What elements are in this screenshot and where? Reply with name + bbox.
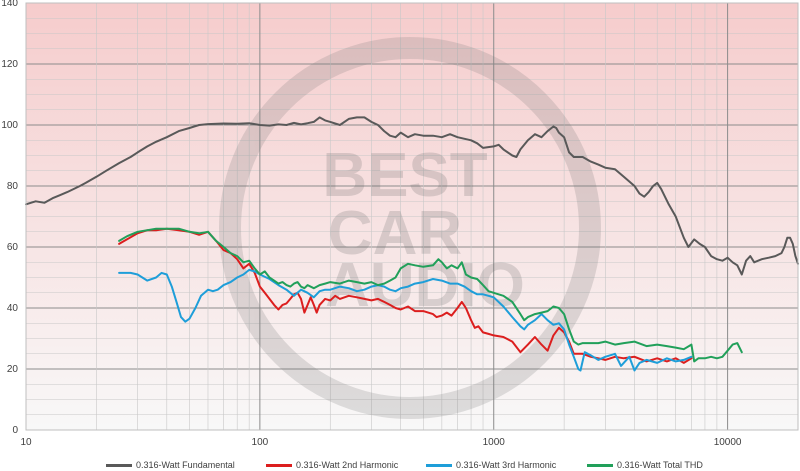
legend-item: 0.316-Watt 2nd Harmonic [266, 460, 398, 470]
y-tick-label: 120 [1, 59, 18, 70]
y-tick-label: 140 [1, 0, 18, 9]
grid [26, 2, 798, 431]
x-axis-tick-labels: 10 100 1000 10000 [20, 437, 742, 448]
legend-label: 0.316-Watt Total THD [617, 460, 703, 470]
y-tick-label: 40 [7, 303, 19, 314]
y-axis-tick-labels: 0 20 40 60 80 100 120 140 [1, 0, 18, 436]
x-tick-label: 1000 [483, 437, 506, 448]
watermark-word: AUDIO [325, 251, 525, 320]
legend-swatch [106, 463, 132, 467]
legend-swatch [266, 463, 292, 467]
watermark-word: BEST [322, 141, 487, 210]
y-tick-label: 80 [7, 181, 19, 192]
series-lines [25, 116, 799, 372]
legend-label: 0.316-Watt Fundamental [136, 460, 235, 470]
series-line [118, 227, 743, 363]
legend-label: 0.316-Watt 2nd Harmonic [296, 460, 399, 470]
legend-item: 0.316-Watt Fundamental [106, 460, 235, 470]
y-tick-label: 20 [7, 364, 19, 375]
y-tick-label: 60 [7, 242, 19, 253]
watermark-word: CAR [328, 199, 462, 268]
legend-swatch [426, 463, 452, 467]
x-tick-label: 10 [20, 437, 32, 448]
legend-label: 0.316-Watt 3rd Harmonic [456, 460, 557, 470]
y-tick-label: 100 [1, 120, 18, 131]
plot-frame [25, 2, 799, 431]
y-tick-label: 0 [12, 425, 18, 436]
legend-item: 0.316-Watt 3rd Harmonic [426, 460, 556, 470]
legend-item: 0.316-Watt Total THD [587, 460, 703, 470]
legend-swatch [587, 463, 613, 467]
x-tick-label: 10000 [714, 437, 742, 448]
watermark-logo: BEST CAR AUDIO [219, 37, 601, 419]
legend: 0.316-Watt Fundamental 0.316-Watt 2nd Har… [0, 460, 800, 471]
x-tick-label: 100 [252, 437, 269, 448]
series-line [25, 116, 799, 276]
series-line [118, 268, 693, 372]
